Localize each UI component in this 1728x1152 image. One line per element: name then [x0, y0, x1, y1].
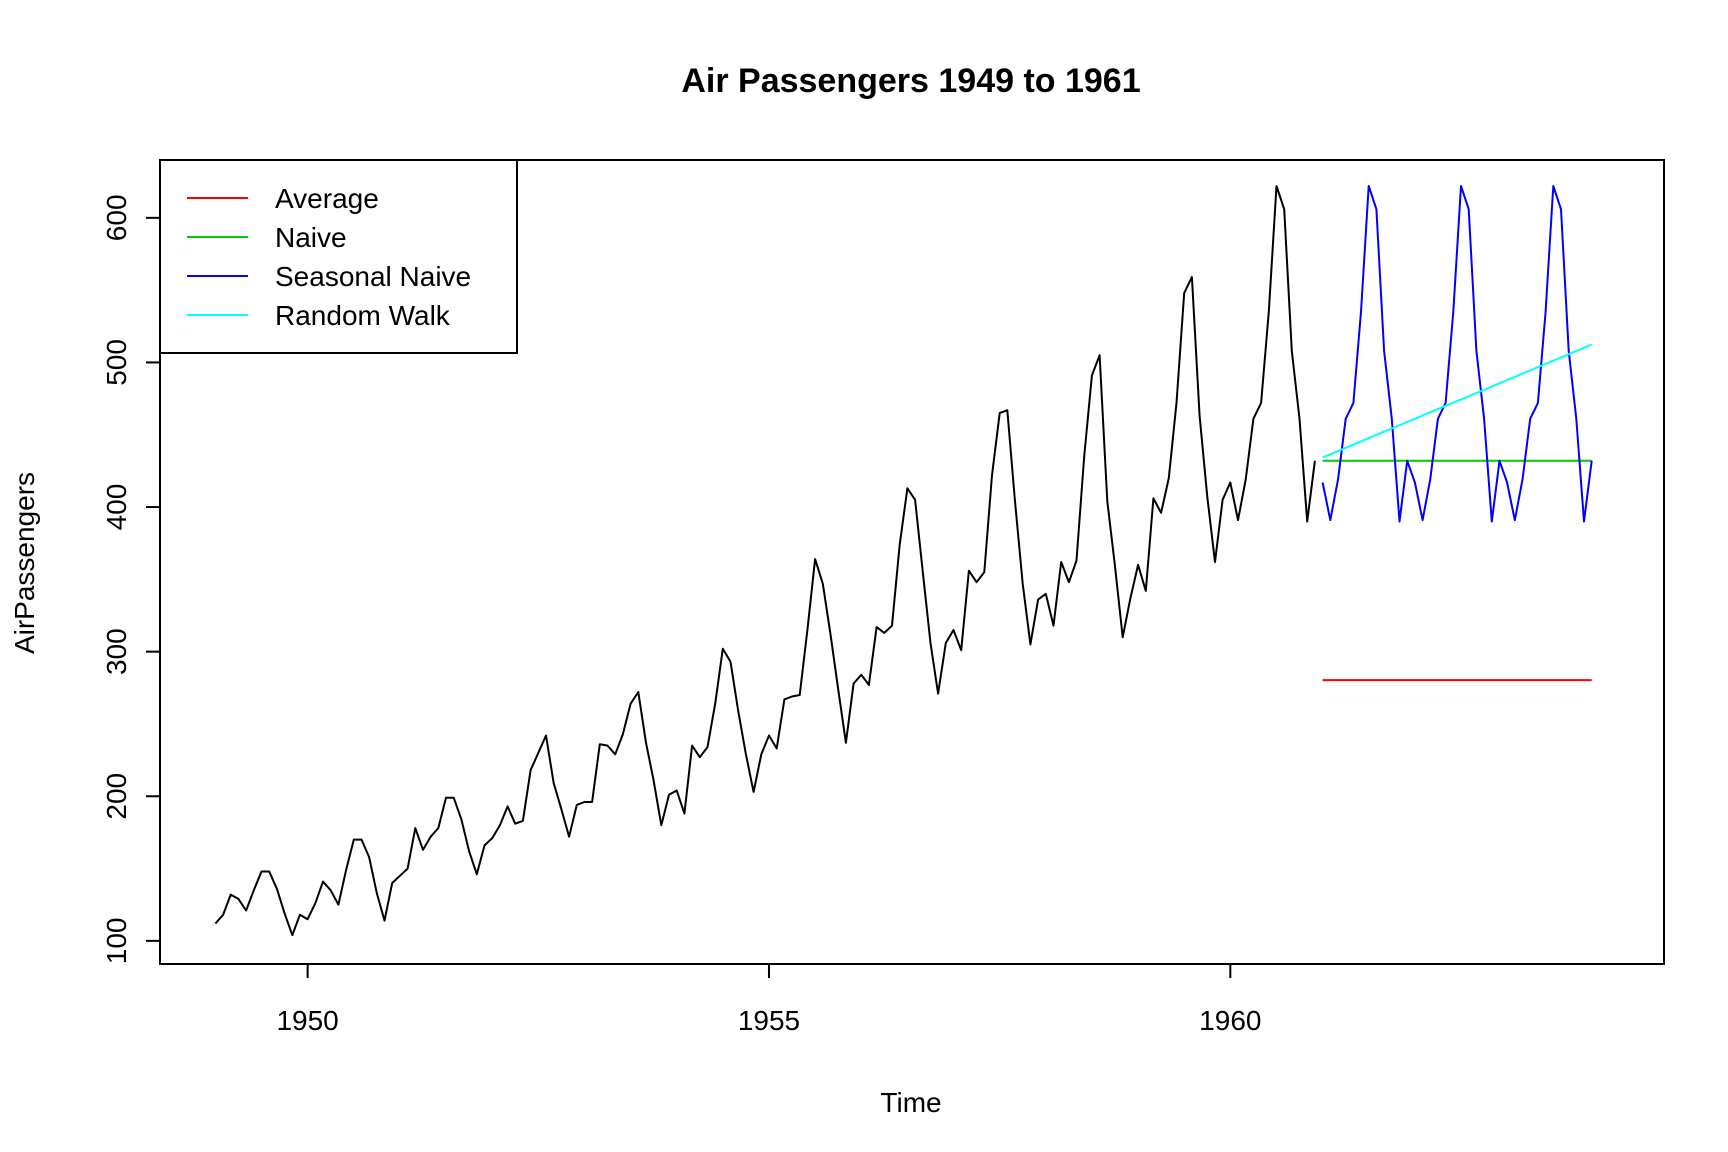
chart-title: Air Passengers 1949 to 1961 [681, 62, 1140, 100]
x-tick-label-1950: 1950 [276, 1005, 338, 1036]
legend-label-average: Average [275, 183, 379, 214]
series-layer [214, 185, 1593, 937]
y-tick-label-600: 600 [101, 194, 132, 241]
series-line-seasonal-naive [1321, 185, 1593, 523]
y-axis-label: AirPassengers [9, 472, 40, 654]
x-tick-label-1955: 1955 [738, 1005, 800, 1036]
x-axis-label: Time [880, 1087, 941, 1118]
x-tick-label-1960: 1960 [1199, 1005, 1261, 1036]
y-tick-label-400: 400 [101, 484, 132, 531]
plot-frame [159, 159, 1665, 965]
legend-box [159, 159, 518, 354]
y-tick-label-100: 100 [101, 918, 132, 965]
y-tick-label-200: 200 [101, 773, 132, 820]
legend-label-naive: Naive [275, 222, 347, 253]
y-axis: 100 200 300 400 500 600 [101, 194, 160, 964]
legend-label-seasonal-naive: Seasonal Naive [275, 261, 471, 292]
y-tick-label-500: 500 [101, 339, 132, 386]
series-line-random-walk [1322, 343, 1593, 459]
series-line-observed [214, 185, 1316, 937]
x-axis: 1950 1955 1960 [276, 964, 1261, 1036]
y-tick-label-300: 300 [101, 628, 132, 675]
legend: Average Naive Seasonal Naive Random Walk [159, 159, 518, 354]
legend-label-random-walk: Random Walk [275, 300, 451, 331]
